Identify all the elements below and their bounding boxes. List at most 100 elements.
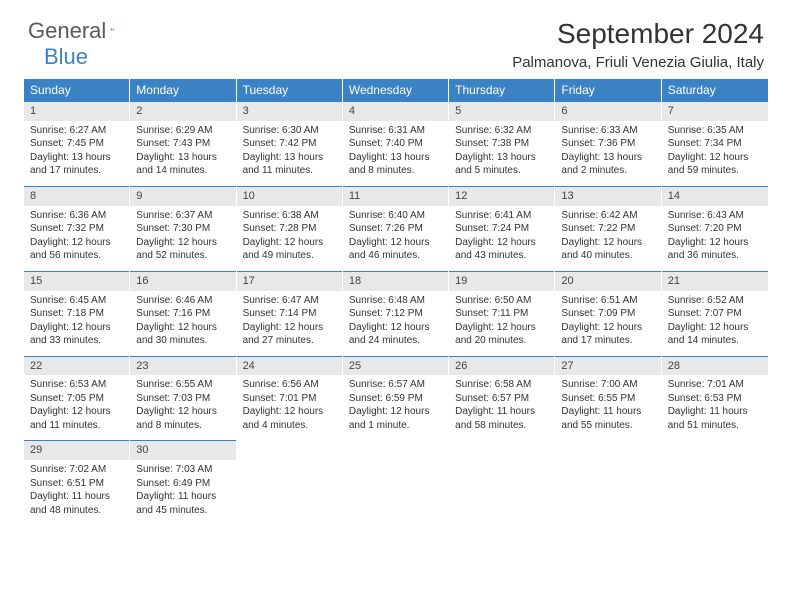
- day-cell: 19Sunrise: 6:50 AMSunset: 7:11 PMDayligh…: [449, 271, 555, 356]
- daylight-text: Daylight: 13 hours: [243, 151, 336, 165]
- sunset-text: Sunset: 7:34 PM: [668, 137, 762, 151]
- day-cell: [237, 440, 343, 525]
- daylight-text: Daylight: 12 hours: [30, 405, 123, 419]
- sunrise-text: Sunrise: 6:27 AM: [30, 124, 123, 138]
- day-number: 25: [343, 356, 448, 376]
- day-cell: 28Sunrise: 7:01 AMSunset: 6:53 PMDayligh…: [662, 356, 768, 441]
- brand-logo: General: [28, 18, 134, 44]
- day-cell: 17Sunrise: 6:47 AMSunset: 7:14 PMDayligh…: [237, 271, 343, 356]
- day-body: Sunrise: 6:42 AMSunset: 7:22 PMDaylight:…: [555, 206, 660, 271]
- day-number: 24: [237, 356, 342, 376]
- day-cell: 21Sunrise: 6:52 AMSunset: 7:07 PMDayligh…: [662, 271, 768, 356]
- daylight-text: and 58 minutes.: [455, 419, 548, 433]
- daylight-text: Daylight: 12 hours: [455, 236, 548, 250]
- sunset-text: Sunset: 7:32 PM: [30, 222, 123, 236]
- month-title: September 2024: [512, 18, 764, 50]
- day-body: Sunrise: 6:56 AMSunset: 7:01 PMDaylight:…: [237, 375, 342, 440]
- day-body: Sunrise: 6:47 AMSunset: 7:14 PMDaylight:…: [237, 291, 342, 356]
- weekday-header: Thursday: [449, 79, 555, 101]
- sunset-text: Sunset: 6:57 PM: [455, 392, 548, 406]
- sunrise-text: Sunrise: 6:42 AM: [561, 209, 654, 223]
- location-text: Palmanova, Friuli Venezia Giulia, Italy: [512, 54, 764, 71]
- daylight-text: Daylight: 12 hours: [243, 236, 336, 250]
- sunset-text: Sunset: 7:28 PM: [243, 222, 336, 236]
- day-number: 17: [237, 271, 342, 291]
- sunset-text: Sunset: 6:51 PM: [30, 477, 123, 491]
- sunrise-text: Sunrise: 7:02 AM: [30, 463, 123, 477]
- sunrise-text: Sunrise: 6:56 AM: [243, 378, 336, 392]
- day-body: Sunrise: 6:31 AMSunset: 7:40 PMDaylight:…: [343, 121, 448, 186]
- day-number: 21: [662, 271, 768, 291]
- sunrise-text: Sunrise: 6:32 AM: [455, 124, 548, 138]
- day-body: Sunrise: 6:27 AMSunset: 7:45 PMDaylight:…: [24, 121, 129, 186]
- day-number: 7: [662, 101, 768, 121]
- day-cell: 13Sunrise: 6:42 AMSunset: 7:22 PMDayligh…: [555, 186, 661, 271]
- daylight-text: Daylight: 13 hours: [455, 151, 548, 165]
- sunrise-text: Sunrise: 6:45 AM: [30, 294, 123, 308]
- day-body: Sunrise: 6:57 AMSunset: 6:59 PMDaylight:…: [343, 375, 448, 440]
- day-body: Sunrise: 6:45 AMSunset: 7:18 PMDaylight:…: [24, 291, 129, 356]
- sunrise-text: Sunrise: 6:43 AM: [668, 209, 762, 223]
- day-cell: 4Sunrise: 6:31 AMSunset: 7:40 PMDaylight…: [343, 101, 449, 186]
- sunset-text: Sunset: 7:45 PM: [30, 137, 123, 151]
- daylight-text: Daylight: 12 hours: [455, 321, 548, 335]
- day-cell: [555, 440, 661, 525]
- day-body: Sunrise: 7:02 AMSunset: 6:51 PMDaylight:…: [24, 460, 129, 525]
- daylight-text: and 55 minutes.: [561, 419, 654, 433]
- day-body: Sunrise: 6:35 AMSunset: 7:34 PMDaylight:…: [662, 121, 768, 186]
- daylight-text: Daylight: 13 hours: [349, 151, 442, 165]
- weekday-header: Saturday: [662, 79, 768, 101]
- day-body: Sunrise: 7:03 AMSunset: 6:49 PMDaylight:…: [130, 460, 235, 525]
- day-number: 9: [130, 186, 235, 206]
- day-number: 29: [24, 440, 129, 460]
- sunrise-text: Sunrise: 6:30 AM: [243, 124, 336, 138]
- day-number: 14: [662, 186, 768, 206]
- day-cell: 7Sunrise: 6:35 AMSunset: 7:34 PMDaylight…: [662, 101, 768, 186]
- sunset-text: Sunset: 7:43 PM: [136, 137, 229, 151]
- sunset-text: Sunset: 7:38 PM: [455, 137, 548, 151]
- daylight-text: Daylight: 12 hours: [136, 236, 229, 250]
- day-number: 13: [555, 186, 660, 206]
- daylight-text: Daylight: 12 hours: [136, 321, 229, 335]
- day-number: 23: [130, 356, 235, 376]
- weekday-header: Sunday: [24, 79, 130, 101]
- daylight-text: and 17 minutes.: [30, 164, 123, 178]
- day-cell: 29Sunrise: 7:02 AMSunset: 6:51 PMDayligh…: [24, 440, 130, 525]
- sail-icon: [110, 20, 114, 38]
- daylight-text: and 51 minutes.: [668, 419, 762, 433]
- sunset-text: Sunset: 7:09 PM: [561, 307, 654, 321]
- day-number: 1: [24, 101, 129, 121]
- sunset-text: Sunset: 7:42 PM: [243, 137, 336, 151]
- daylight-text: Daylight: 12 hours: [349, 405, 442, 419]
- day-number: 27: [555, 356, 660, 376]
- daylight-text: and 14 minutes.: [668, 334, 762, 348]
- day-cell: 9Sunrise: 6:37 AMSunset: 7:30 PMDaylight…: [130, 186, 236, 271]
- day-cell: 16Sunrise: 6:46 AMSunset: 7:16 PMDayligh…: [130, 271, 236, 356]
- day-cell: 11Sunrise: 6:40 AMSunset: 7:26 PMDayligh…: [343, 186, 449, 271]
- sunset-text: Sunset: 7:05 PM: [30, 392, 123, 406]
- sunset-text: Sunset: 7:20 PM: [668, 222, 762, 236]
- day-cell: 14Sunrise: 6:43 AMSunset: 7:20 PMDayligh…: [662, 186, 768, 271]
- sunrise-text: Sunrise: 6:33 AM: [561, 124, 654, 138]
- day-cell: 6Sunrise: 6:33 AMSunset: 7:36 PMDaylight…: [555, 101, 661, 186]
- day-cell: 26Sunrise: 6:58 AMSunset: 6:57 PMDayligh…: [449, 356, 555, 441]
- day-number: 20: [555, 271, 660, 291]
- sunset-text: Sunset: 7:14 PM: [243, 307, 336, 321]
- day-number: 6: [555, 101, 660, 121]
- calendar: SundayMondayTuesdayWednesdayThursdayFrid…: [0, 79, 792, 525]
- sunrise-text: Sunrise: 6:53 AM: [30, 378, 123, 392]
- sunrise-text: Sunrise: 6:36 AM: [30, 209, 123, 223]
- daylight-text: and 24 minutes.: [349, 334, 442, 348]
- daylight-text: and 59 minutes.: [668, 164, 762, 178]
- sunrise-text: Sunrise: 6:52 AM: [668, 294, 762, 308]
- daylight-text: Daylight: 12 hours: [561, 236, 654, 250]
- daylight-text: Daylight: 11 hours: [30, 490, 123, 504]
- day-body: Sunrise: 6:37 AMSunset: 7:30 PMDaylight:…: [130, 206, 235, 271]
- daylight-text: Daylight: 12 hours: [668, 151, 762, 165]
- day-cell: [343, 440, 449, 525]
- sunrise-text: Sunrise: 6:57 AM: [349, 378, 442, 392]
- weekday-header: Tuesday: [237, 79, 343, 101]
- daylight-text: and 20 minutes.: [455, 334, 548, 348]
- calendar-week: 22Sunrise: 6:53 AMSunset: 7:05 PMDayligh…: [24, 356, 768, 441]
- sunrise-text: Sunrise: 6:40 AM: [349, 209, 442, 223]
